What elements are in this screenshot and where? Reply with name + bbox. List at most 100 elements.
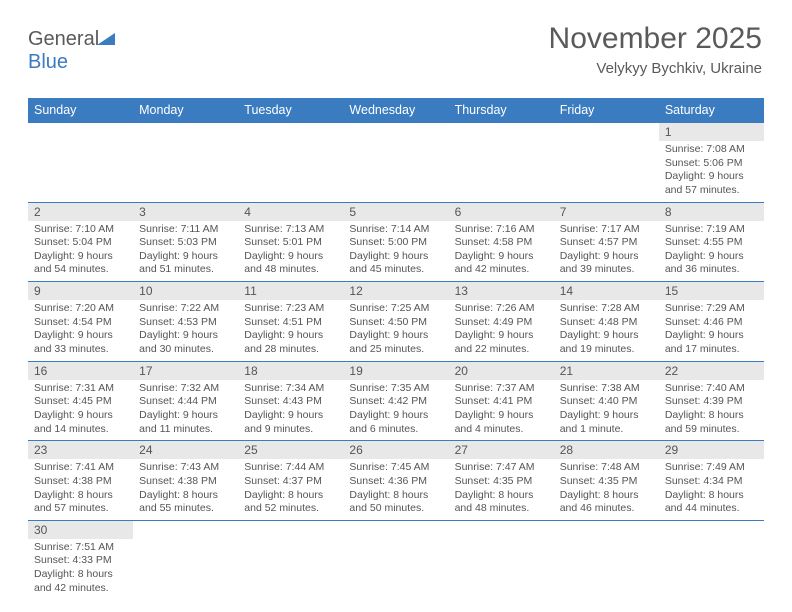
sunset-line: Sunset: 5:03 PM bbox=[139, 236, 232, 250]
daylight-line: Daylight: 9 hours and 54 minutes. bbox=[34, 250, 127, 277]
day-number: 10 bbox=[133, 282, 238, 300]
location-subtitle: Velykyy Bychkiv, Ukraine bbox=[549, 60, 762, 77]
calendar-day: 29Sunrise: 7:49 AMSunset: 4:34 PMDayligh… bbox=[659, 441, 764, 520]
sunrise-line: Sunrise: 7:28 AM bbox=[560, 302, 653, 316]
day-header: Sunday bbox=[28, 98, 133, 123]
day-number: 22 bbox=[659, 362, 764, 380]
day-number: 11 bbox=[238, 282, 343, 300]
calendar-day: 18Sunrise: 7:34 AMSunset: 4:43 PMDayligh… bbox=[238, 362, 343, 441]
calendar-day-empty bbox=[28, 123, 133, 202]
sail-icon bbox=[97, 31, 117, 47]
sunset-line: Sunset: 4:33 PM bbox=[34, 554, 127, 568]
calendar-day: 14Sunrise: 7:28 AMSunset: 4:48 PMDayligh… bbox=[554, 282, 659, 361]
calendar-day: 6Sunrise: 7:16 AMSunset: 4:58 PMDaylight… bbox=[449, 203, 554, 282]
day-number: 8 bbox=[659, 203, 764, 221]
sunrise-line: Sunrise: 7:38 AM bbox=[560, 382, 653, 396]
day-number: 18 bbox=[238, 362, 343, 380]
sunset-line: Sunset: 4:58 PM bbox=[455, 236, 548, 250]
daylight-line: Daylight: 9 hours and 11 minutes. bbox=[139, 409, 232, 436]
sunrise-line: Sunrise: 7:13 AM bbox=[244, 223, 337, 237]
calendar-day: 21Sunrise: 7:38 AMSunset: 4:40 PMDayligh… bbox=[554, 362, 659, 441]
calendar-week: 30Sunrise: 7:51 AMSunset: 4:33 PMDayligh… bbox=[28, 521, 764, 600]
sunrise-line: Sunrise: 7:19 AM bbox=[665, 223, 758, 237]
calendar-day: 25Sunrise: 7:44 AMSunset: 4:37 PMDayligh… bbox=[238, 441, 343, 520]
day-number: 1 bbox=[659, 123, 764, 141]
day-number: 7 bbox=[554, 203, 659, 221]
daylight-line: Daylight: 9 hours and 1 minute. bbox=[560, 409, 653, 436]
day-header: Friday bbox=[554, 98, 659, 123]
sunset-line: Sunset: 5:01 PM bbox=[244, 236, 337, 250]
daylight-line: Daylight: 8 hours and 46 minutes. bbox=[560, 489, 653, 516]
calendar-day-empty bbox=[343, 521, 448, 600]
daylight-line: Daylight: 8 hours and 50 minutes. bbox=[349, 489, 442, 516]
daylight-line: Daylight: 9 hours and 25 minutes. bbox=[349, 329, 442, 356]
calendar-week: 23Sunrise: 7:41 AMSunset: 4:38 PMDayligh… bbox=[28, 441, 764, 521]
calendar-day: 22Sunrise: 7:40 AMSunset: 4:39 PMDayligh… bbox=[659, 362, 764, 441]
daylight-line: Daylight: 8 hours and 59 minutes. bbox=[665, 409, 758, 436]
sunset-line: Sunset: 4:36 PM bbox=[349, 475, 442, 489]
sunrise-line: Sunrise: 7:14 AM bbox=[349, 223, 442, 237]
sunrise-line: Sunrise: 7:11 AM bbox=[139, 223, 232, 237]
calendar-day: 30Sunrise: 7:51 AMSunset: 4:33 PMDayligh… bbox=[28, 521, 133, 600]
sunset-line: Sunset: 4:55 PM bbox=[665, 236, 758, 250]
sunrise-line: Sunrise: 7:34 AM bbox=[244, 382, 337, 396]
sunset-line: Sunset: 4:42 PM bbox=[349, 395, 442, 409]
calendar-week: 16Sunrise: 7:31 AMSunset: 4:45 PMDayligh… bbox=[28, 362, 764, 442]
sunset-line: Sunset: 4:38 PM bbox=[139, 475, 232, 489]
sunrise-line: Sunrise: 7:17 AM bbox=[560, 223, 653, 237]
sunrise-line: Sunrise: 7:45 AM bbox=[349, 461, 442, 475]
sunset-line: Sunset: 4:57 PM bbox=[560, 236, 653, 250]
calendar-week: 1Sunrise: 7:08 AMSunset: 5:06 PMDaylight… bbox=[28, 123, 764, 203]
sunrise-line: Sunrise: 7:22 AM bbox=[139, 302, 232, 316]
day-number: 24 bbox=[133, 441, 238, 459]
daylight-line: Daylight: 9 hours and 6 minutes. bbox=[349, 409, 442, 436]
sunrise-line: Sunrise: 7:41 AM bbox=[34, 461, 127, 475]
sunrise-line: Sunrise: 7:32 AM bbox=[139, 382, 232, 396]
calendar-day: 9Sunrise: 7:20 AMSunset: 4:54 PMDaylight… bbox=[28, 282, 133, 361]
calendar-day: 7 Sunrise: 7:17 AMSunset: 4:57 PMDaylight… bbox=[554, 203, 659, 282]
sunrise-line: Sunrise: 7:40 AM bbox=[665, 382, 758, 396]
daylight-line: Daylight: 9 hours and 39 minutes. bbox=[560, 250, 653, 277]
daylight-line: Daylight: 8 hours and 57 minutes. bbox=[34, 489, 127, 516]
sunrise-line: Sunrise: 7:20 AM bbox=[34, 302, 127, 316]
sunrise-line: Sunrise: 7:48 AM bbox=[560, 461, 653, 475]
day-number: 27 bbox=[449, 441, 554, 459]
day-header: Saturday bbox=[659, 98, 764, 123]
day-number: 6 bbox=[449, 203, 554, 221]
title-block: November 2025 Velykyy Bychkiv, Ukraine bbox=[549, 22, 762, 77]
calendar-day: 20Sunrise: 7:37 AMSunset: 4:41 PMDayligh… bbox=[449, 362, 554, 441]
calendar-day: 8 Sunrise: 7:19 AMSunset: 4:55 PMDaylight… bbox=[659, 203, 764, 282]
sunrise-line: Sunrise: 7:47 AM bbox=[455, 461, 548, 475]
day-number: 28 bbox=[554, 441, 659, 459]
sunrise-line: Sunrise: 7:51 AM bbox=[34, 541, 127, 555]
calendar-week: 9Sunrise: 7:20 AMSunset: 4:54 PMDaylight… bbox=[28, 282, 764, 362]
daylight-line: Daylight: 9 hours and 48 minutes. bbox=[244, 250, 337, 277]
calendar-day: 10Sunrise: 7:22 AMSunset: 4:53 PMDayligh… bbox=[133, 282, 238, 361]
calendar-day: 15Sunrise: 7:29 AMSunset: 4:46 PMDayligh… bbox=[659, 282, 764, 361]
calendar-day-empty bbox=[659, 521, 764, 600]
sunrise-line: Sunrise: 7:10 AM bbox=[34, 223, 127, 237]
sunrise-line: Sunrise: 7:35 AM bbox=[349, 382, 442, 396]
daylight-line: Daylight: 8 hours and 44 minutes. bbox=[665, 489, 758, 516]
sunset-line: Sunset: 4:51 PM bbox=[244, 316, 337, 330]
daylight-line: Daylight: 9 hours and 57 minutes. bbox=[665, 170, 758, 197]
calendar-day-empty bbox=[133, 521, 238, 600]
logo: General Blue bbox=[28, 28, 117, 74]
daylight-line: Daylight: 9 hours and 14 minutes. bbox=[34, 409, 127, 436]
day-number: 4 bbox=[238, 203, 343, 221]
day-number: 5 bbox=[343, 203, 448, 221]
daylight-line: Daylight: 9 hours and 33 minutes. bbox=[34, 329, 127, 356]
calendar-day: 1Sunrise: 7:08 AMSunset: 5:06 PMDaylight… bbox=[659, 123, 764, 202]
calendar-day: 27Sunrise: 7:47 AMSunset: 4:35 PMDayligh… bbox=[449, 441, 554, 520]
daylight-line: Daylight: 9 hours and 36 minutes. bbox=[665, 250, 758, 277]
sunset-line: Sunset: 5:00 PM bbox=[349, 236, 442, 250]
daylight-line: Daylight: 8 hours and 48 minutes. bbox=[455, 489, 548, 516]
day-number: 13 bbox=[449, 282, 554, 300]
daylight-line: Daylight: 9 hours and 30 minutes. bbox=[139, 329, 232, 356]
sunset-line: Sunset: 4:35 PM bbox=[560, 475, 653, 489]
sunset-line: Sunset: 4:46 PM bbox=[665, 316, 758, 330]
day-number: 25 bbox=[238, 441, 343, 459]
day-header: Tuesday bbox=[238, 98, 343, 123]
day-number: 15 bbox=[659, 282, 764, 300]
calendar-day-empty bbox=[238, 123, 343, 202]
